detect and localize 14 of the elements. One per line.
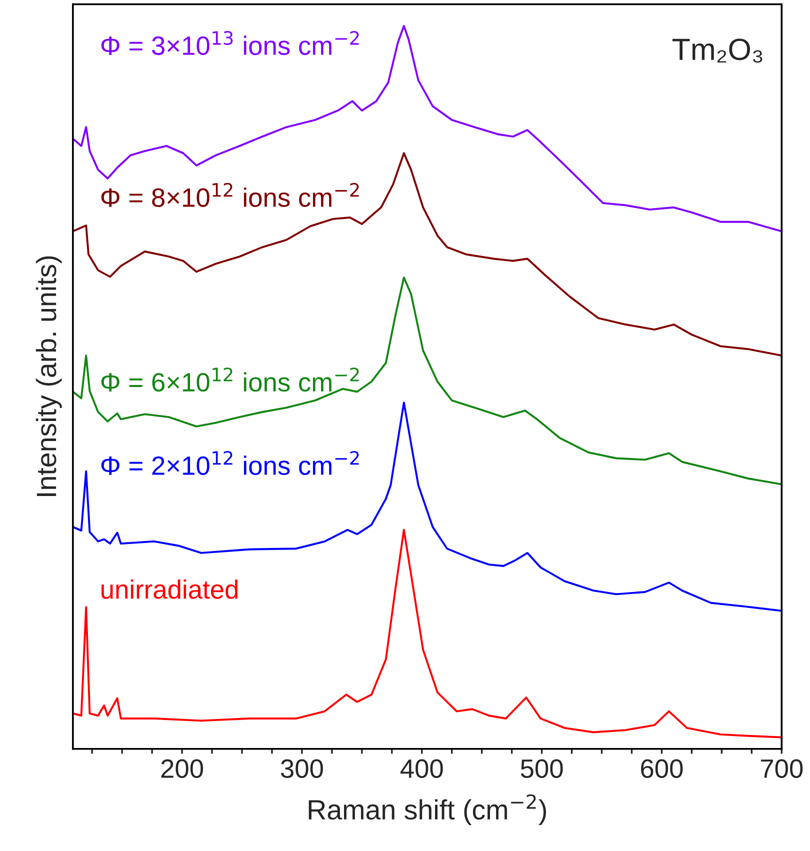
annotation: Tm₂O₃ [672, 38, 762, 63]
series-label: Φ = 8×10$^{12}$ ions cm$^{−2}$ [101, 182, 359, 207]
x-tick-label: 500 [520, 759, 563, 778]
x-tick-label: 300 [280, 759, 323, 778]
x-axis-title: Raman shift (cm$^{−2}$) [308, 794, 546, 826]
series-label: Φ = 3×10$^{13}$ ions cm$^{−2}$ [101, 31, 359, 56]
series-label: Φ = 2×10$^{12}$ ions cm$^{−2}$ [101, 450, 359, 476]
x-tick-label: 600 [641, 759, 683, 778]
y-axis-title: Intensity (arb. units) [36, 256, 62, 496]
x-tick-label: 700 [760, 759, 803, 778]
x-tick-label: 200 [161, 759, 204, 778]
series-label: Φ = 6×10$^{12}$ ions cm$^{−2}$ [101, 368, 359, 392]
x-tick-label: 400 [400, 759, 443, 778]
series-label: unirradiated [102, 579, 238, 599]
